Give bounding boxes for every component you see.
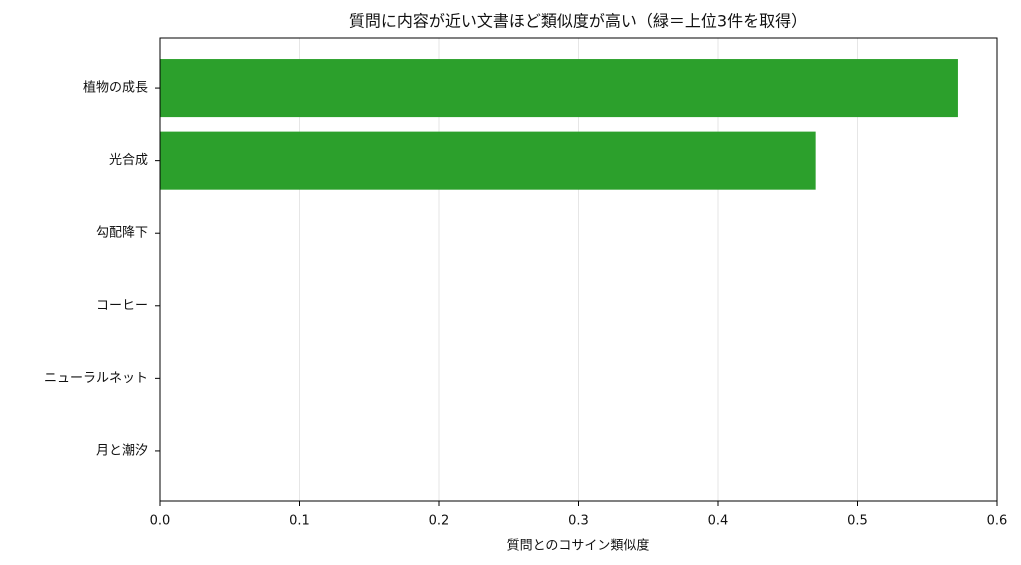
x-tick-label: 0.0 [150, 514, 171, 529]
x-tick-label: 0.5 [847, 514, 868, 529]
x-tick-label: 0.4 [708, 514, 729, 529]
x-tick-label: 0.6 [987, 514, 1008, 529]
x-tick-label: 0.3 [568, 514, 589, 529]
x-axis-label: 質問とのコサイン類似度 [507, 538, 650, 554]
y-tick-label: 光合成 [109, 153, 148, 168]
y-tick-label: コーヒー [96, 298, 148, 313]
x-tick-label: 0.1 [289, 514, 310, 529]
y-tick-label: ニューラルネット [44, 371, 148, 386]
chart-title: 質問に内容が近い文書ほど類似度が高い（緑＝上位3件を取得） [349, 12, 807, 31]
y-tick-label: 植物の成長 [83, 81, 148, 96]
bar [160, 59, 958, 118]
x-tick-label: 0.2 [429, 514, 450, 529]
plot-frame [159, 37, 998, 502]
y-tick-label: 月と潮汐 [96, 442, 148, 458]
y-tick-label: 勾配降下 [96, 226, 148, 241]
bar [160, 131, 816, 190]
